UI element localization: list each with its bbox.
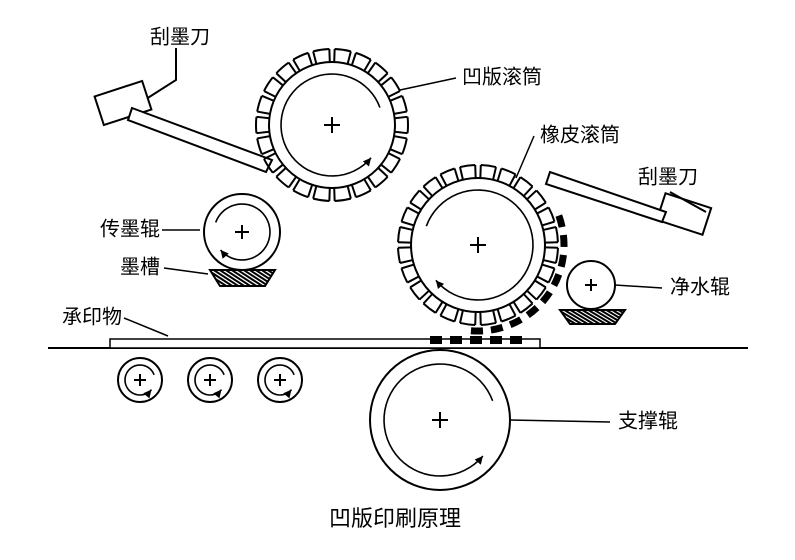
label-plate-cylinder: 凹版滚筒 xyxy=(462,65,542,88)
label-substrate: 承印物 xyxy=(62,305,122,328)
label-support-roller: 支撑辊 xyxy=(618,409,678,432)
label-water-roller: 净水辊 xyxy=(670,275,730,298)
label-blanket-cylinder: 橡皮滚筒 xyxy=(540,123,620,146)
diagram-title: 凹版印刷原理 xyxy=(329,506,461,531)
label-ink-roller: 传墨辊 xyxy=(100,217,160,240)
label-doctor-blade-right: 刮墨刀 xyxy=(638,165,698,188)
label-ink-trough: 墨槽 xyxy=(120,255,160,278)
label-doctor-blade-left: 刮墨刀 xyxy=(150,25,210,48)
